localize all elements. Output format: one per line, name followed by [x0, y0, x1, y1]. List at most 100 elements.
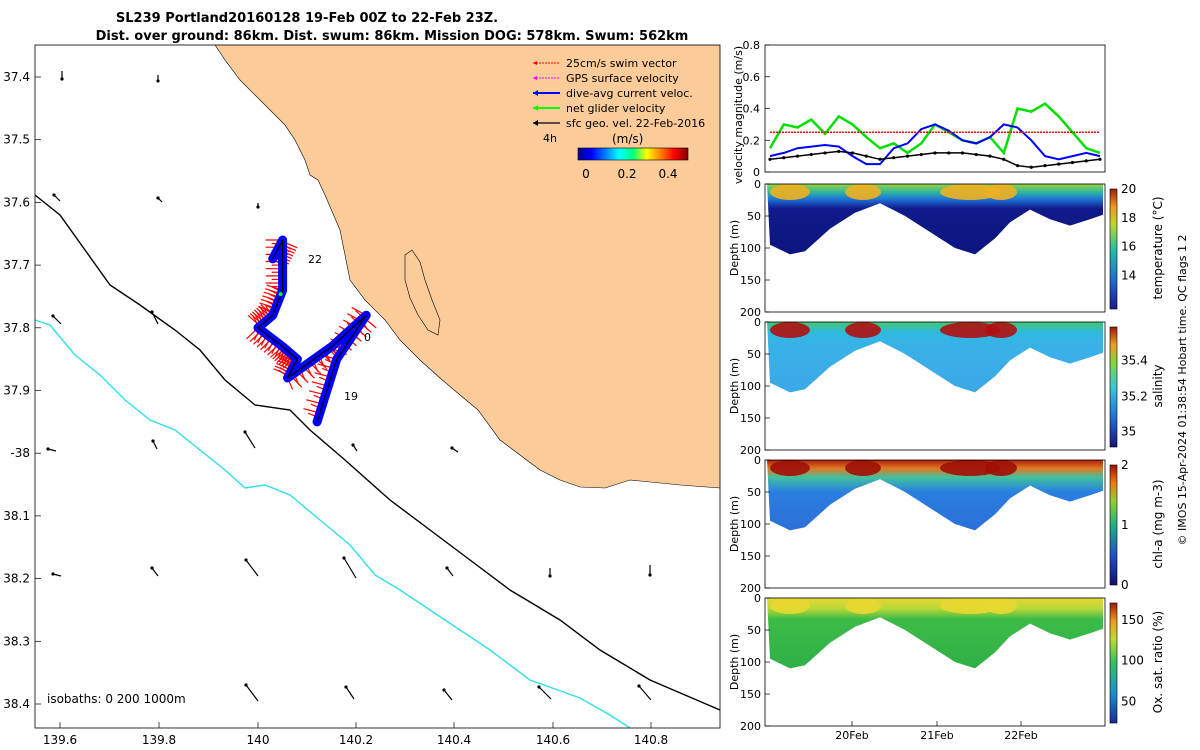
section-data [767, 184, 1103, 255]
vel-series-point [1015, 164, 1020, 168]
vel-series-point [782, 156, 786, 160]
day-label-19: 19 [344, 390, 358, 403]
section-data [767, 322, 1103, 393]
section-ytick-label: 50 [747, 486, 761, 499]
section-patch [985, 460, 1017, 476]
section-patch [985, 322, 1017, 338]
legend-net-velocity: net glider velocity [533, 102, 666, 115]
vel-series-point [919, 152, 923, 157]
section-ytick-label: 0 [754, 454, 761, 467]
section-ytick-label: 150 [740, 274, 761, 287]
vel-series-point [1029, 165, 1033, 169]
section-patch [985, 598, 1017, 614]
colorbar-label: temperature (°C) [1151, 197, 1165, 300]
section-ytick-label: 200 [740, 306, 761, 319]
colorbar-tick: 1 [1121, 518, 1129, 532]
vel-series-point [974, 152, 978, 157]
geo-arrow [245, 684, 259, 702]
geo-arrow-head [637, 684, 641, 688]
section-patch [845, 460, 881, 476]
section-ylabel: Depth (m) [728, 358, 741, 414]
colorbar-label: salinity [1151, 364, 1165, 407]
colorbar-tick: 14 [1121, 268, 1136, 282]
geo-arrow-head [150, 566, 154, 570]
section-patch [770, 460, 810, 476]
colorbar-tick: 100 [1121, 654, 1144, 668]
geo-arrow-head [342, 556, 346, 560]
geo-arrow-head [244, 558, 248, 562]
vel-series-point [1098, 157, 1102, 161]
velocity-panel: 0 0.2 0.4 0.6 0.8 velocity magnitude (m/s) [732, 39, 1106, 184]
section-patch [985, 184, 1017, 200]
geo-arrow-head [648, 573, 652, 577]
map-ytick-label: 37.6 [3, 195, 30, 209]
vel-series-point [837, 149, 841, 153]
vel-series-point [850, 151, 855, 155]
section-chl-a: 0 50 100 150 200 Depth (m) 0 1 2 chl-a (mg m-3) [728, 454, 1165, 595]
section-ylabel: Depth (m) [728, 496, 741, 552]
map-ytick-label: 38.1 [3, 509, 30, 523]
geo-arrow [538, 686, 552, 700]
map-panel: 22 0 19 139.6 139.8 140 140.2 140.4 140.6 140.… [3, 44, 721, 747]
section-colorbar [1109, 188, 1118, 310]
map-axis-ticks: 139.6 139.8 140 140.2 140.4 140.6 140.8 37.4 37.… [3, 70, 668, 747]
geo-arrow [343, 557, 357, 579]
colorbar-tick: 150 [1121, 613, 1144, 627]
geo-arrow-head [60, 77, 64, 81]
section-data [767, 598, 1103, 669]
map-ytick-label: 37.8 [3, 321, 30, 335]
island [404, 249, 441, 336]
vel-series-point [947, 151, 951, 155]
map-ytick-label: 37.7 [3, 258, 30, 272]
vel-series-point [823, 151, 827, 155]
legend-label-net: net glider velocity [566, 102, 666, 115]
vel-ytick-label: 0.2 [743, 134, 761, 147]
vel-ytick-label: 0.6 [743, 71, 761, 84]
colorbar-tick: 50 [1121, 694, 1136, 708]
geo-arrow [244, 431, 256, 449]
section-ytick-label: 0 [754, 316, 761, 329]
geo-arrow [52, 315, 62, 325]
geo-arrow [638, 685, 652, 701]
vel-series-point [1043, 164, 1047, 168]
map-xtick-label: 140.2 [339, 733, 373, 747]
legend-gps-velocity: GPS surface velocity [533, 72, 679, 85]
vel-series-point [1070, 160, 1075, 165]
colorbar-tick: 20 [1121, 182, 1136, 196]
map-legend: 25cm/s swim vector GPS surface velocity … [533, 57, 705, 181]
vel-series-point [878, 157, 882, 161]
day-label-0: 0 [364, 331, 371, 344]
geo-arrow-head [51, 572, 55, 576]
section-ytick-label: 50 [747, 348, 761, 361]
colorbar-units: (m/s) [612, 132, 643, 146]
geo-arrow-head [548, 574, 552, 578]
section-colorbar [1109, 602, 1118, 724]
map-ytick-label: 38.2 [3, 572, 30, 586]
legend-label-swim: 25cm/s swim vector [566, 57, 677, 70]
section-patch [940, 598, 1000, 614]
geo-arrow-head [445, 566, 449, 570]
geo-arrow-head [537, 685, 541, 689]
map-ytick-label: 38.3 [3, 634, 30, 648]
geo-arrow-head [344, 685, 348, 689]
section-ytick-label: 150 [740, 550, 761, 563]
track-marker [278, 292, 283, 297]
map-ytick-label: 37.9 [3, 384, 30, 398]
geo-arrow-head [450, 446, 454, 450]
section-xtick-label: 20Feb [835, 729, 868, 742]
title-line-2: Dist. over ground: 86km. Dist. swum: 86k… [96, 29, 689, 44]
vel-series-point [768, 157, 772, 161]
map-xtick-label: 140.6 [536, 733, 570, 747]
map-ytick-label: 37.4 [3, 70, 30, 84]
section-ytick-label: 100 [740, 242, 761, 255]
section-ytick-label: 100 [740, 656, 761, 669]
glider-track [246, 235, 377, 427]
section-patch [845, 598, 881, 614]
section-ytick-label: 200 [740, 720, 761, 733]
map-ytick-label: 38.4 [3, 697, 30, 711]
section-ytick-label: 50 [747, 624, 761, 637]
vel-series-point [809, 152, 813, 157]
colorbar-label: chl-a (mg m-3) [1151, 479, 1165, 568]
map-ytick-label: -38 [10, 446, 30, 460]
vel-series-point [892, 156, 896, 160]
